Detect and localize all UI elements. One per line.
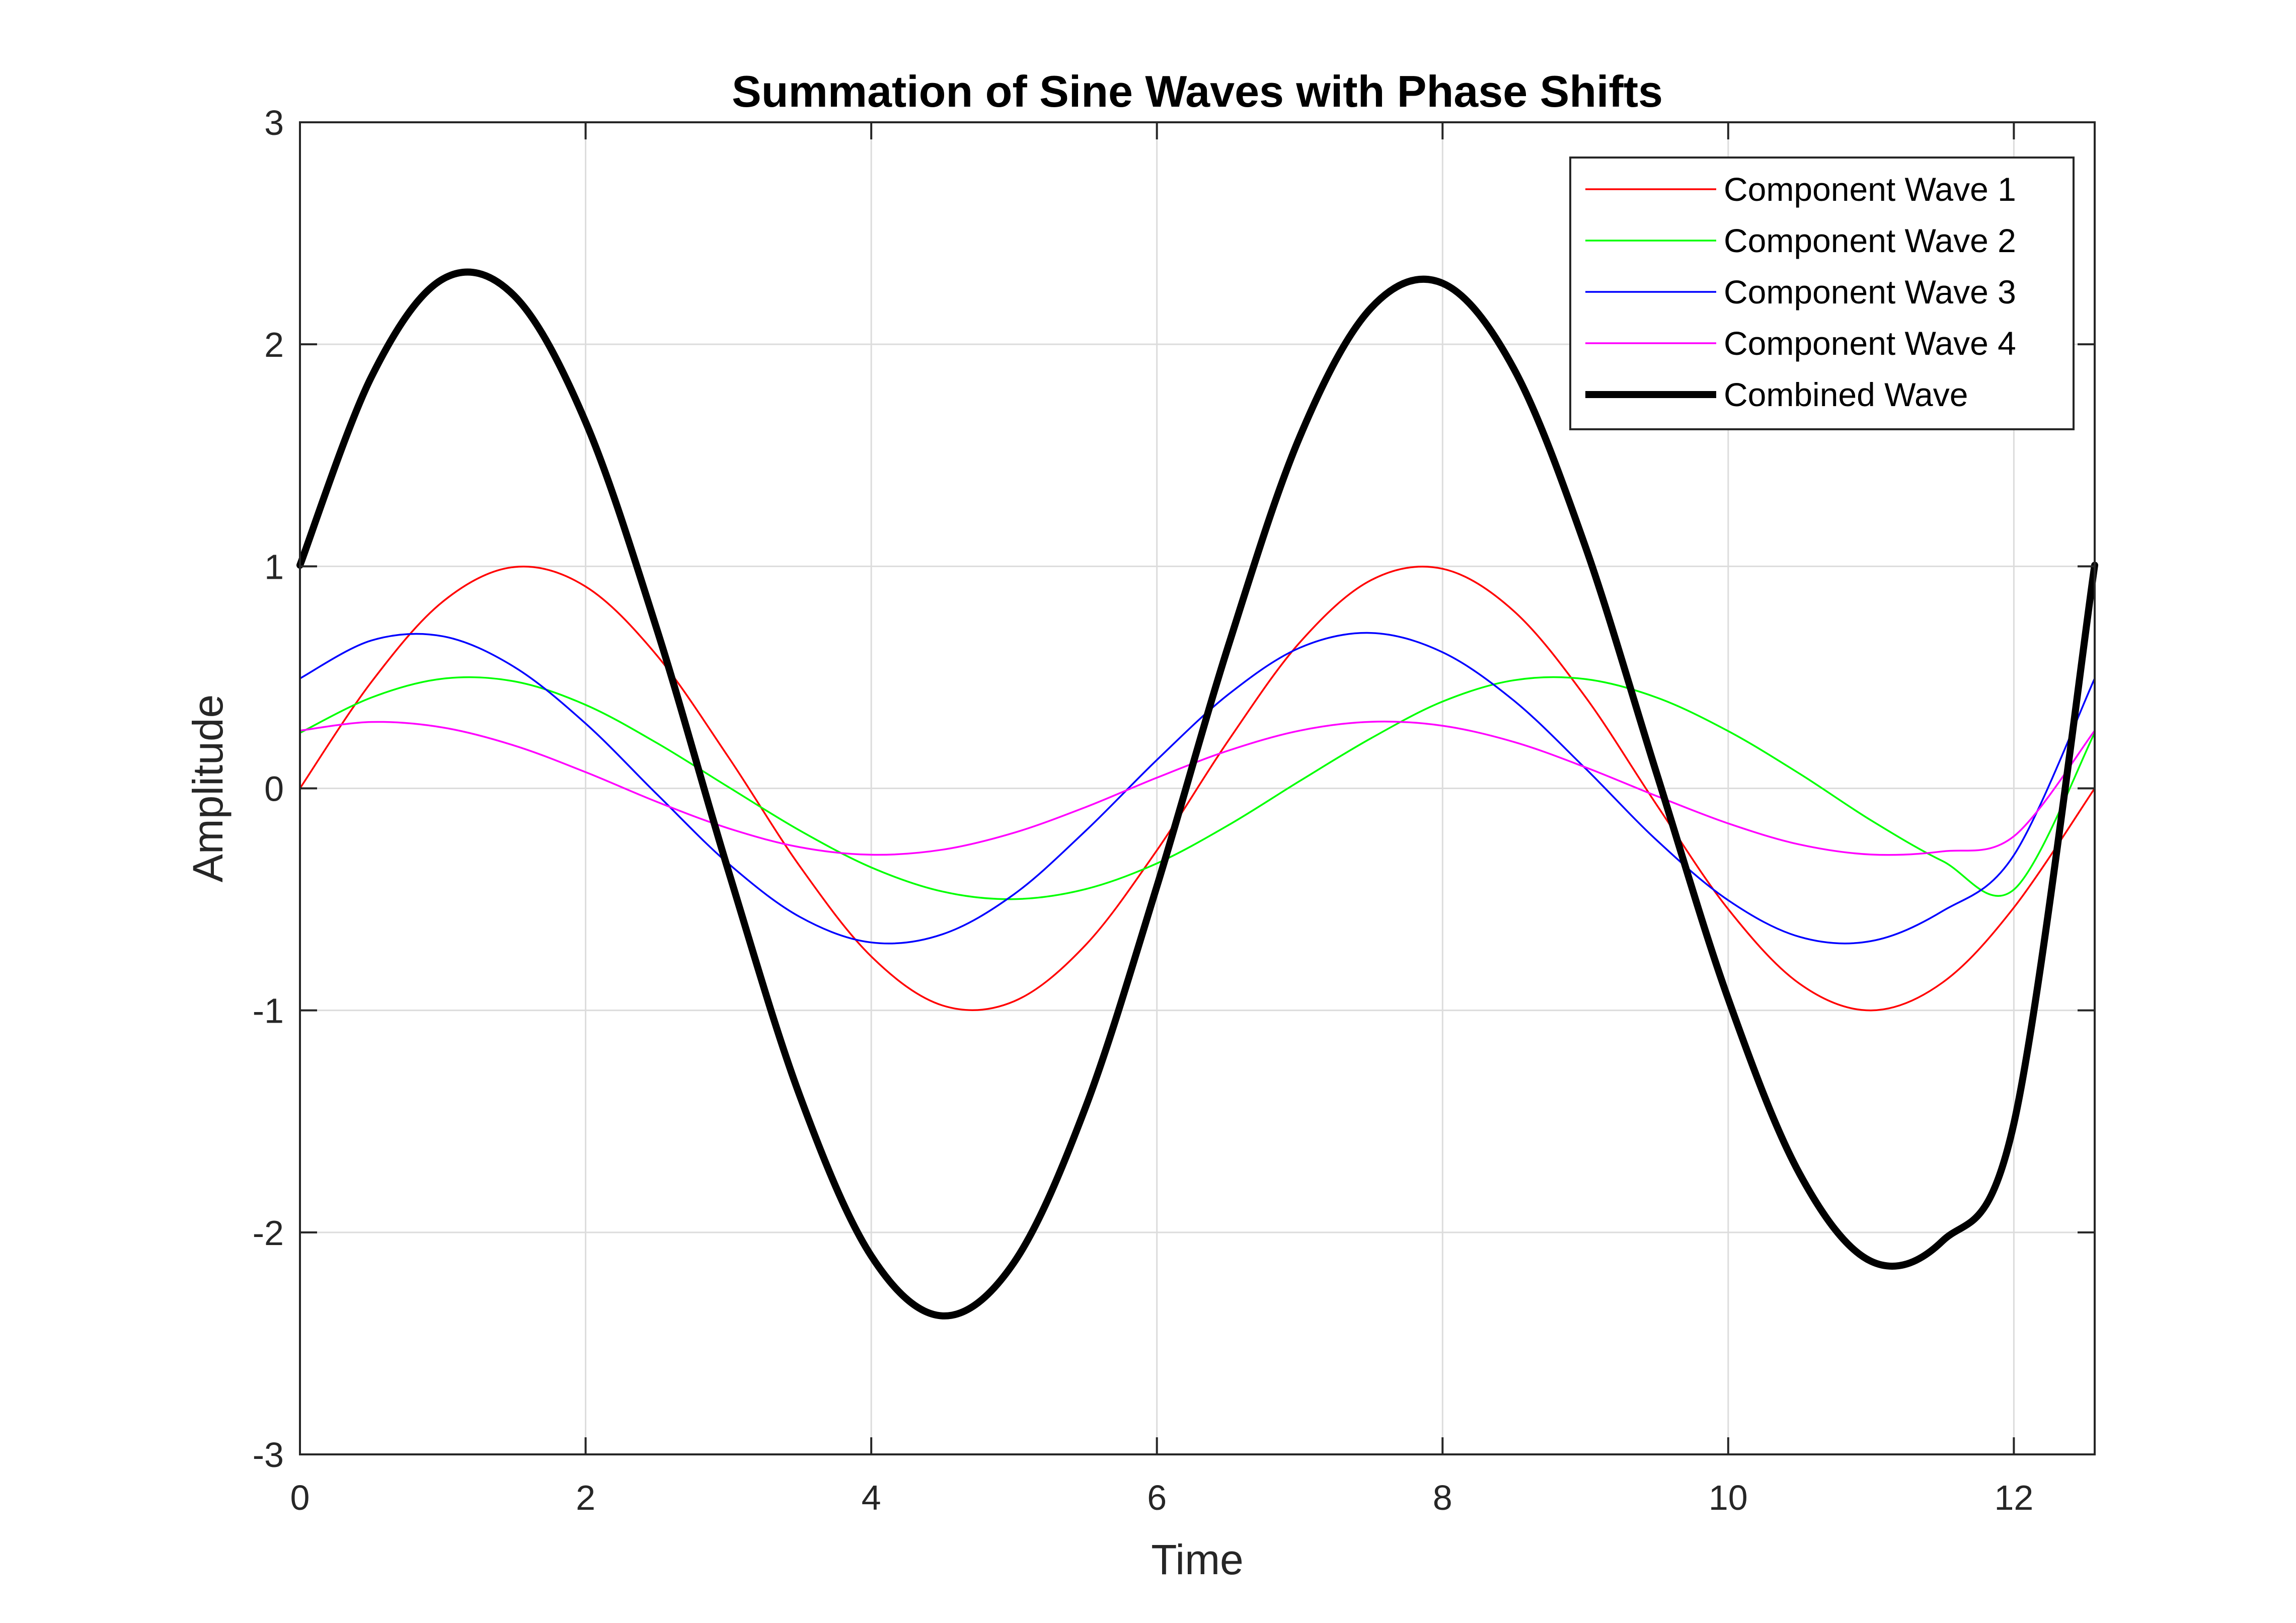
x-tick-label: 2 — [576, 1478, 595, 1517]
x-tick-label: 12 — [1994, 1478, 2033, 1517]
legend-label-3: Component Wave 3 — [1724, 273, 2016, 311]
legend-label-1: Component Wave 1 — [1724, 171, 2016, 208]
y-tick-label: -2 — [253, 1213, 284, 1253]
x-tick-label: 4 — [862, 1478, 881, 1517]
y-tick-label: 0 — [264, 769, 284, 809]
x-axis-label: Time — [1151, 1536, 1244, 1583]
y-tick-label: 2 — [264, 325, 284, 364]
y-tick-label: 3 — [264, 103, 284, 142]
legend-box — [1569, 157, 2075, 430]
x-tick-label: 0 — [290, 1478, 310, 1517]
legend: Component Wave 1 Component Wave 2 Componen… — [1569, 157, 2075, 430]
y-tick-label: -3 — [253, 1435, 284, 1475]
legend-label-5: Combined Wave — [1724, 376, 1968, 413]
series-line-2 — [299, 676, 2096, 900]
series-line-1 — [299, 566, 2096, 1012]
legend-label-2: Component Wave 2 — [1724, 222, 2016, 259]
y-tick-label: 1 — [264, 547, 284, 586]
x-tick-label: 6 — [1147, 1478, 1167, 1517]
y-axis-label: Amplitude — [184, 694, 232, 883]
series-line-5 — [296, 268, 2098, 1320]
legend-label-4: Component Wave 4 — [1724, 325, 2016, 362]
series-lines — [296, 268, 2098, 1320]
series-line-4 — [299, 720, 2096, 856]
y-tick-label: -1 — [253, 991, 284, 1031]
x-tick-label: 10 — [1709, 1478, 1748, 1517]
chart-title: Summation of Sine Waves with Phase Shift… — [732, 66, 1663, 116]
x-tick-label: 8 — [1433, 1478, 1452, 1517]
